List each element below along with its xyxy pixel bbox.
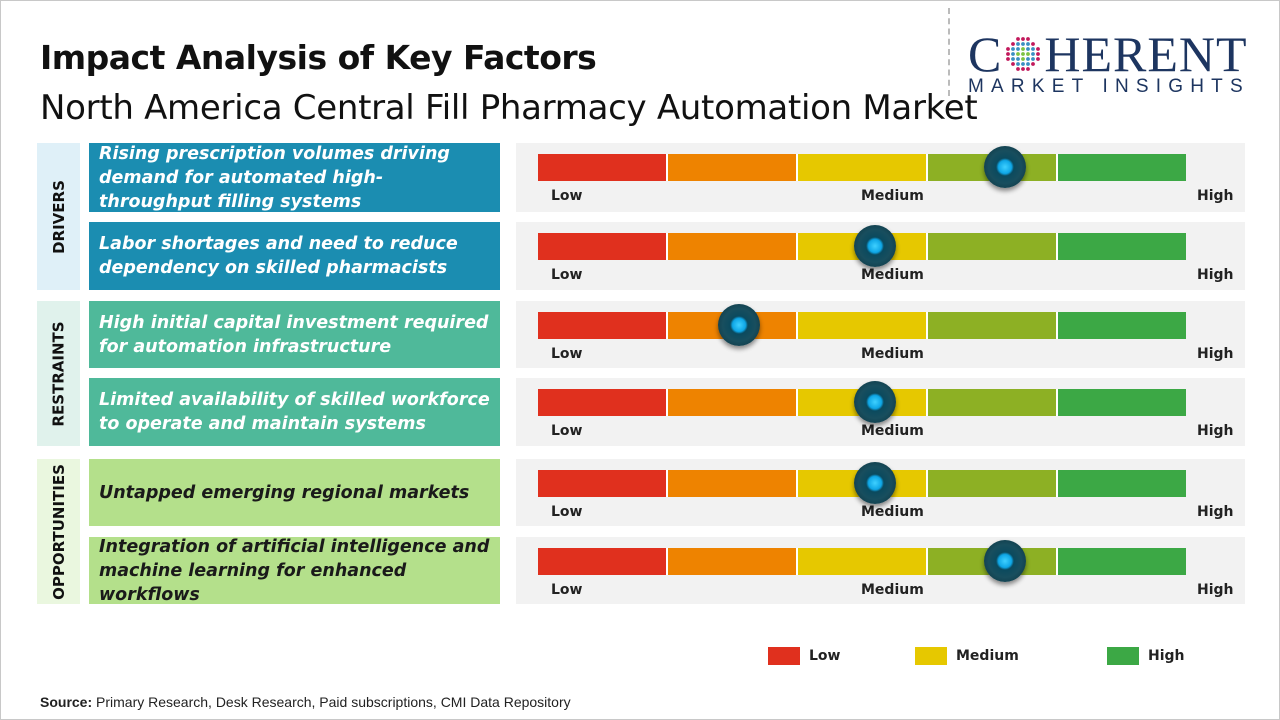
scale-label-high: High xyxy=(1197,423,1234,439)
category-restraints: RESTRAINTS xyxy=(37,301,80,446)
impact-gauge: Low Medium High xyxy=(516,537,1245,604)
gauge-segment xyxy=(538,233,668,260)
scale-label-high: High xyxy=(1197,504,1234,520)
scale-label-low: Low xyxy=(551,188,583,204)
scale-label-high: High xyxy=(1197,267,1234,283)
scale-label-low: Low xyxy=(551,267,583,283)
scale-label-medium: Medium xyxy=(861,188,924,204)
scale-label-medium: Medium xyxy=(861,267,924,283)
gauge-segment xyxy=(798,312,928,339)
factor-box: High initial capital investment required… xyxy=(89,301,500,368)
gauge-bar xyxy=(538,548,1186,575)
scale-label-low: Low xyxy=(551,346,583,362)
gauge-segment xyxy=(668,548,798,575)
scale-label-low: Low xyxy=(551,504,583,520)
impact-indicator-knob xyxy=(853,462,896,504)
factor-text: Integration of artificial intelligence a… xyxy=(99,536,490,605)
logo: C HERENT MARKET INSIGHTS xyxy=(968,26,1260,98)
logo-letter: C xyxy=(968,26,1003,82)
impact-gauge: Low Medium High xyxy=(516,143,1245,212)
factor-box: Untapped emerging regional markets xyxy=(89,459,500,526)
legend-label: Low xyxy=(809,648,841,664)
factor-text: Limited availability of skilled workforc… xyxy=(99,390,490,434)
gauge-segment xyxy=(798,548,928,575)
legend-item: Low xyxy=(768,647,840,665)
gauge-segment xyxy=(928,233,1058,260)
impact-gauge: Low Medium High xyxy=(516,301,1245,368)
legend-swatch xyxy=(915,647,947,665)
gauge-segment xyxy=(928,389,1058,416)
gauge-segment xyxy=(798,154,928,181)
gauge-bar xyxy=(538,312,1186,339)
gauge-segment xyxy=(928,312,1058,339)
scale-label-medium: Medium xyxy=(861,504,924,520)
legend-label: Medium xyxy=(956,648,1019,664)
legend-swatch xyxy=(768,647,800,665)
gauge-segment xyxy=(538,470,668,497)
gauge-segment xyxy=(668,154,798,181)
gauge-segment xyxy=(1058,470,1186,497)
scale-label-low: Low xyxy=(551,582,583,598)
factor-text: Untapped emerging regional markets xyxy=(99,482,470,503)
gauge-segment xyxy=(1058,548,1186,575)
scale-label-medium: Medium xyxy=(861,582,924,598)
category-label: OPPORTUNITIES xyxy=(49,463,68,600)
page-title: Impact Analysis of Key Factors xyxy=(40,38,597,77)
factor-text: High initial capital investment required… xyxy=(99,312,489,357)
impact-gauge: Low Medium High xyxy=(516,222,1245,290)
category-label: DRIVERS xyxy=(49,179,68,254)
gauge-bar xyxy=(538,470,1186,497)
page-subtitle: North America Central Fill Pharmacy Auto… xyxy=(40,88,978,128)
divider xyxy=(948,8,950,96)
impact-indicator-knob xyxy=(853,381,896,423)
impact-indicator-knob xyxy=(983,540,1026,582)
gauge-segment xyxy=(1058,233,1186,260)
scale-label-high: High xyxy=(1197,582,1234,598)
factor-box: Labor shortages and need to reduce depen… xyxy=(89,222,500,290)
gauge-bar xyxy=(538,154,1186,181)
source-note: Source: Primary Research, Desk Research,… xyxy=(40,694,571,710)
gauge-segment xyxy=(1058,312,1186,339)
gauge-segment xyxy=(928,470,1058,497)
gauge-segment xyxy=(1058,389,1186,416)
legend-label: High xyxy=(1148,648,1185,664)
factor-box: Rising prescription volumes driving dema… xyxy=(89,143,500,212)
gauge-segment xyxy=(538,389,668,416)
legend-item: High xyxy=(1107,647,1185,665)
impact-indicator-knob xyxy=(717,304,760,346)
legend-item: Medium xyxy=(915,647,1019,665)
factor-text: Rising prescription volumes driving dema… xyxy=(99,143,450,212)
gauge-segment xyxy=(538,154,668,181)
legend-swatch xyxy=(1107,647,1139,665)
scale-label-high: High xyxy=(1197,346,1234,362)
factor-box: Integration of artificial intelligence a… xyxy=(89,536,500,605)
scale-label-low: Low xyxy=(551,423,583,439)
logo-subtext: MARKET INSIGHTS xyxy=(968,76,1250,97)
gauge-segment xyxy=(668,389,798,416)
gauge-segment xyxy=(538,312,668,339)
gauge-segment xyxy=(668,233,798,260)
gauge-segment xyxy=(1058,154,1186,181)
gauge-segment xyxy=(538,548,668,575)
factor-text: Labor shortages and need to reduce depen… xyxy=(99,234,458,278)
impact-gauge: Low Medium High xyxy=(516,459,1245,526)
globe-icon xyxy=(1006,37,1041,71)
category-opportunities: OPPORTUNITIES xyxy=(37,459,80,604)
category-drivers: DRIVERS xyxy=(37,143,80,290)
logo-text: HERENT xyxy=(1044,26,1248,82)
gauge-segment xyxy=(668,470,798,497)
impact-indicator-knob xyxy=(853,225,896,267)
scale-label-medium: Medium xyxy=(861,423,924,439)
impact-gauge: Low Medium High xyxy=(516,378,1245,446)
category-label: RESTRAINTS xyxy=(49,320,68,427)
scale-label-high: High xyxy=(1197,188,1234,204)
gauge-bar xyxy=(538,389,1186,416)
factor-box: Limited availability of skilled workforc… xyxy=(89,378,500,446)
scale-label-medium: Medium xyxy=(861,346,924,362)
impact-indicator-knob xyxy=(983,146,1026,188)
